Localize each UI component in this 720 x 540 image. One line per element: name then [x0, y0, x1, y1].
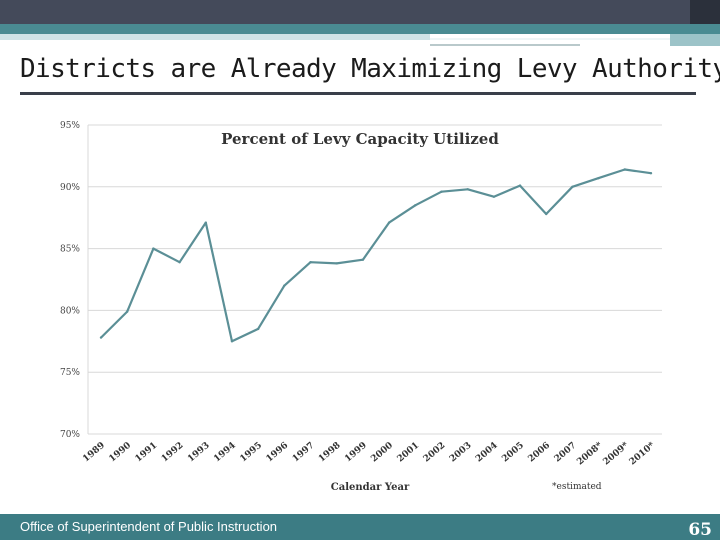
- data-point: [256, 327, 260, 331]
- x-tick-label: 2004: [474, 441, 500, 465]
- data-point: [414, 204, 417, 207]
- y-tick-label: 95%: [60, 121, 80, 131]
- footer-text: Office of Superintendent of Public Instr…: [20, 519, 278, 534]
- data-point: [152, 247, 155, 250]
- data-point: [466, 188, 469, 191]
- data-point: [178, 260, 181, 264]
- x-tick-label: 1992: [160, 441, 186, 465]
- data-point: [99, 336, 103, 339]
- x-tick-label: 2009*: [602, 440, 631, 467]
- estimated-note: *estimated: [552, 482, 602, 492]
- x-tick-label: 1998: [317, 441, 343, 465]
- data-point: [492, 195, 496, 198]
- data-point: [623, 168, 627, 171]
- x-tick-label: 2002: [422, 441, 448, 465]
- x-tick-labels: 1989 1990 1991 1992 1993 1994 1995 1996 1997 1998…: [81, 440, 657, 467]
- x-tick-label: 1997: [291, 441, 317, 465]
- data-point: [204, 221, 207, 224]
- data-point: [283, 284, 286, 287]
- teal-band: [0, 24, 720, 34]
- page-number: 65: [688, 520, 712, 540]
- x-tick-label: 1999: [343, 441, 369, 465]
- data-point: [571, 185, 574, 188]
- footer-bar: [0, 514, 720, 540]
- top-band-dark: [690, 0, 720, 24]
- y-tick-labels: 95% 90% 85% 80% 75% 70%: [60, 121, 80, 440]
- data-point: [309, 260, 312, 264]
- data-point: [545, 212, 548, 216]
- chart-title: Percent of Levy Capacity Utilized: [221, 130, 499, 148]
- data-point: [649, 172, 653, 175]
- data-point: [230, 340, 234, 343]
- decor-line: [430, 38, 670, 40]
- x-tick-label: 2008*: [575, 440, 604, 467]
- x-tick-label: 1993: [186, 441, 212, 465]
- decor-line-grey: [430, 44, 580, 46]
- x-tick-label: 2006: [527, 441, 553, 465]
- x-tick-label: 2007: [553, 441, 579, 465]
- light-band: [0, 34, 430, 40]
- y-tick-label: 70%: [60, 430, 80, 440]
- x-tick-label: 1991: [134, 441, 160, 465]
- grid-layer: [87, 124, 662, 435]
- x-tick-label: 2001: [396, 441, 422, 465]
- series-line: [100, 168, 652, 343]
- slide-title: Districts are Already Maximizing Levy Au…: [20, 54, 720, 84]
- series-layer: [99, 168, 653, 343]
- x-tick-label: 2005: [500, 441, 526, 465]
- y-tick-label: 80%: [60, 306, 80, 316]
- top-band: [0, 0, 720, 24]
- data-point: [335, 262, 338, 265]
- x-tick-label: 2010*: [628, 440, 657, 467]
- x-tick-label: 1994: [212, 441, 238, 465]
- x-tick-label: 1996: [265, 441, 291, 465]
- data-point: [125, 310, 129, 313]
- data-point: [518, 184, 522, 187]
- x-tick-label: 2003: [448, 441, 474, 465]
- y-tick-label: 75%: [60, 368, 80, 378]
- title-rule: [20, 92, 696, 95]
- x-tick-label: 1990: [107, 441, 133, 465]
- data-point: [387, 221, 391, 224]
- data-point: [440, 190, 443, 193]
- x-axis-label: Calendar Year: [331, 482, 410, 493]
- light-band-accent: [670, 34, 720, 46]
- x-tick-label: 1995: [238, 441, 264, 465]
- y-tick-label: 90%: [60, 183, 80, 193]
- x-tick-label: 2000: [369, 441, 395, 465]
- data-point: [361, 258, 365, 261]
- x-tick-label: 1989: [81, 441, 107, 465]
- data-point: [597, 176, 600, 180]
- y-tick-label: 85%: [60, 245, 80, 255]
- line-chart: Percent of Levy Capacity Utilized 95% 90%…: [60, 121, 662, 493]
